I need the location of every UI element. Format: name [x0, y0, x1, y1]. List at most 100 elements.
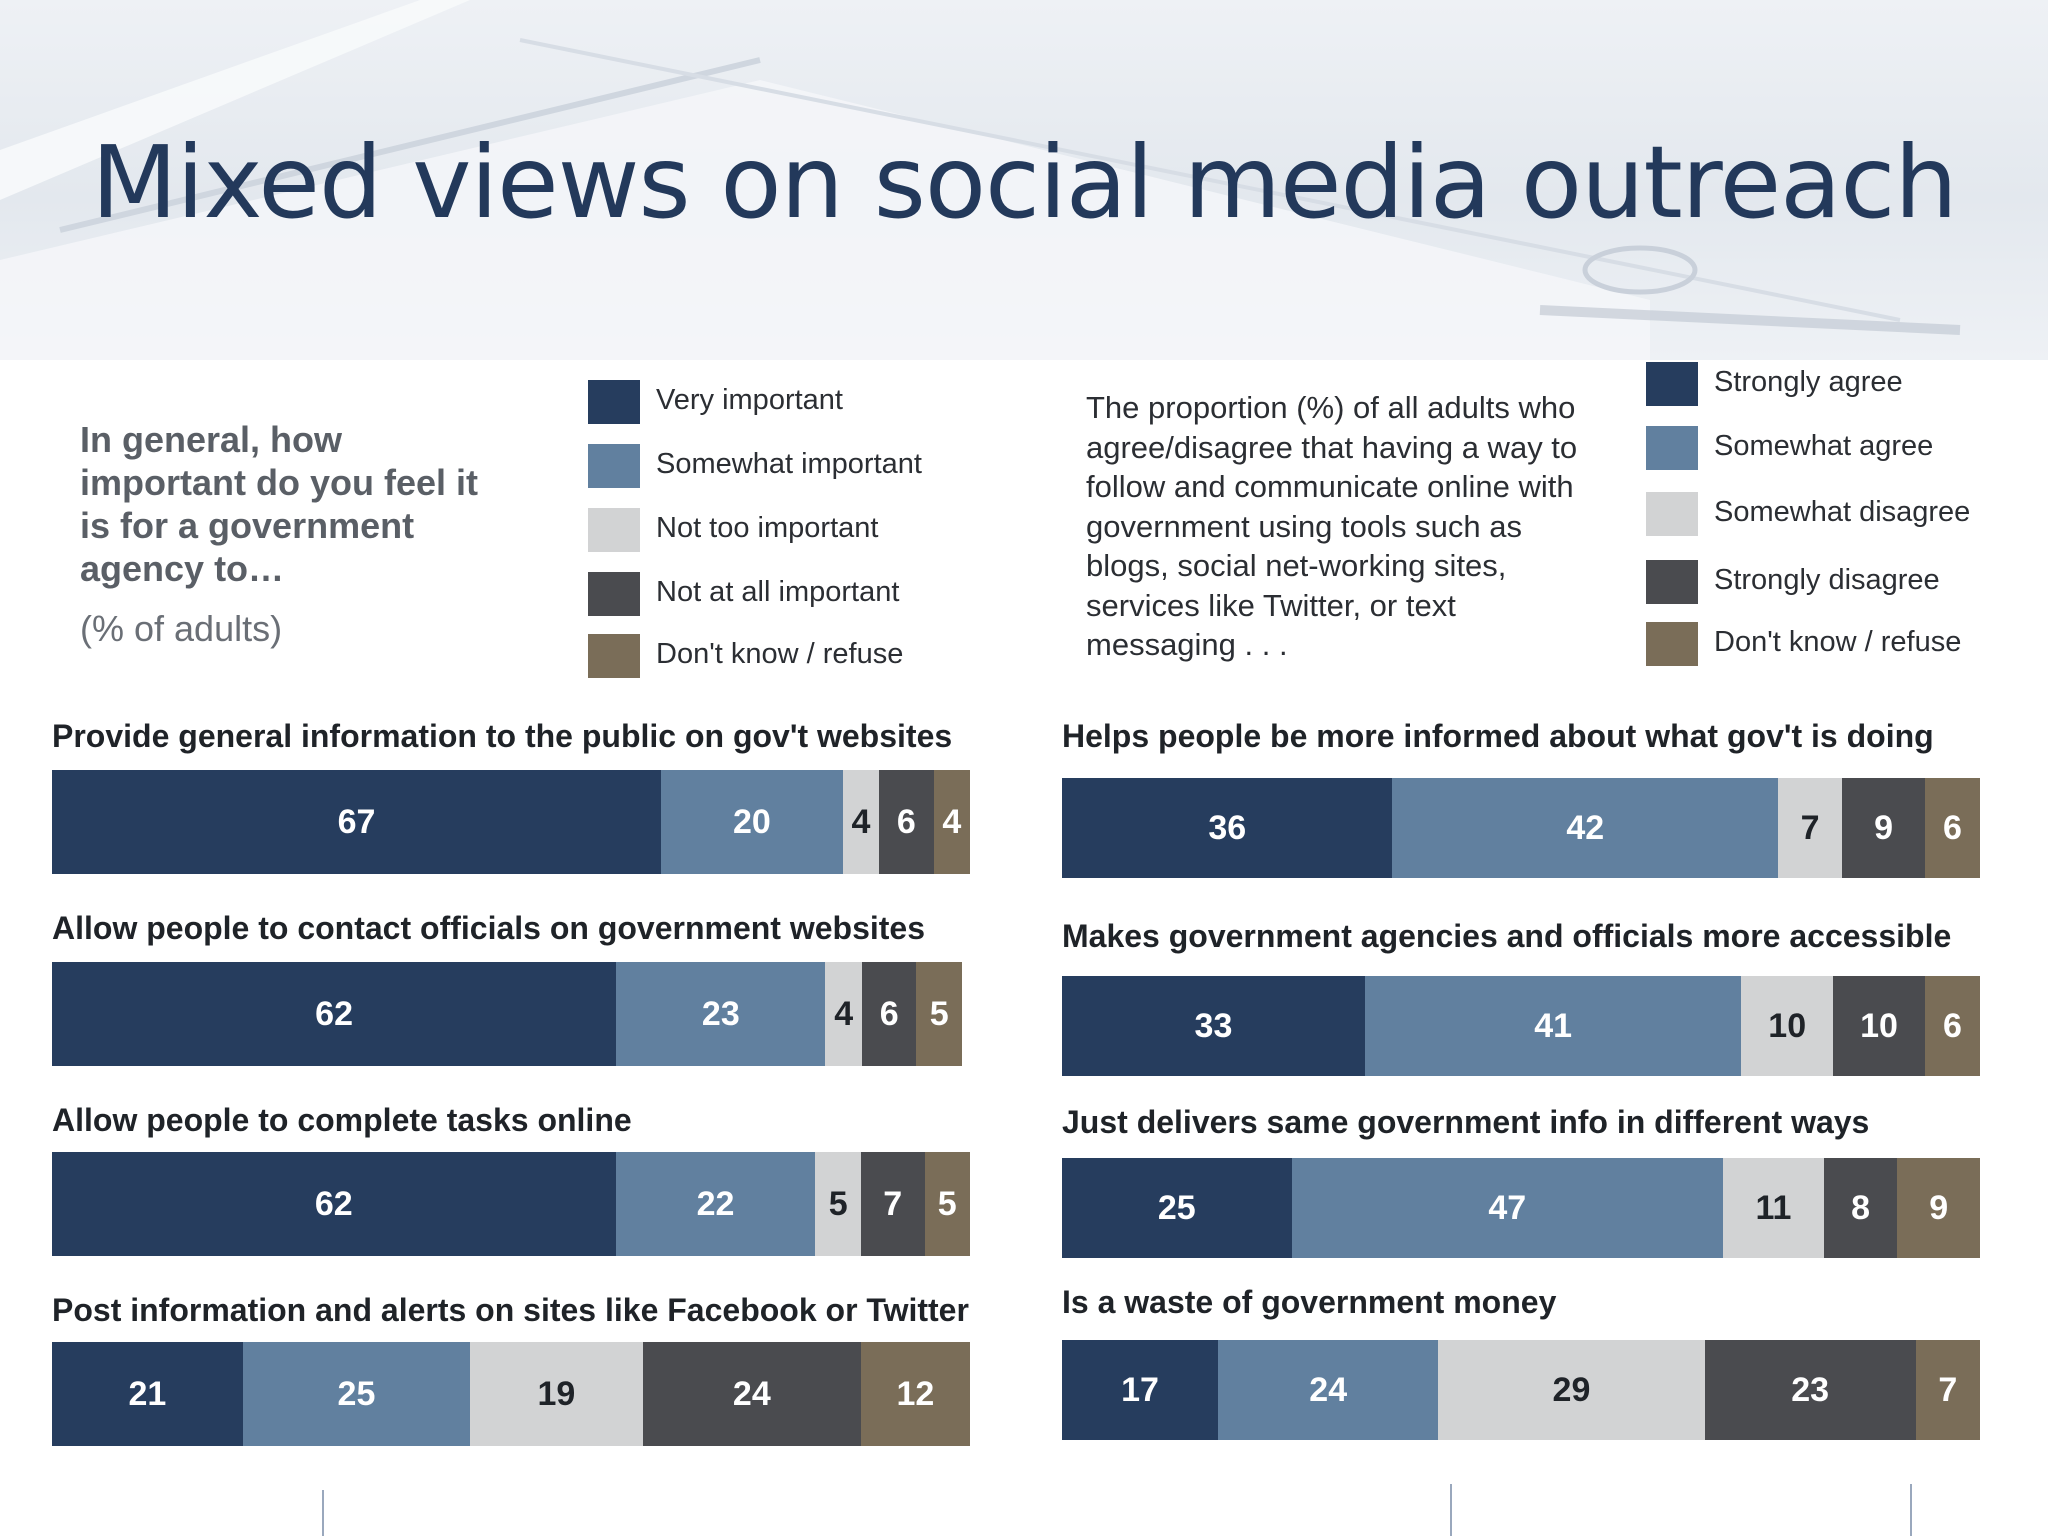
left-chart-panel: In general, how important do you feel it… — [0, 360, 1010, 1536]
bar-segment-strongly-disagree: 10 — [1833, 976, 1925, 1076]
bar-segment-strongly-agree: 36 — [1062, 778, 1393, 878]
stacked-bar: 17 24 29 23 7 — [1062, 1340, 1980, 1440]
bar-category-label: Allow people to contact officials on gov… — [52, 910, 926, 946]
bar-category-label: Allow people to complete tasks online — [52, 1102, 632, 1138]
axis-tick — [1450, 1484, 1452, 1536]
bar-segment-somewhat-disagree: 29 — [1438, 1340, 1705, 1440]
bar-segment-not-too-important: 4 — [842, 770, 880, 874]
legend-label: Don't know / refuse — [1714, 626, 1962, 658]
bar-segment-don-t-know-refuse: 5 — [916, 962, 962, 1066]
bar-value-label: 6 — [1942, 808, 1962, 847]
bar-value-label: 5 — [929, 994, 949, 1033]
legend-label: Somewhat disagree — [1714, 496, 1971, 528]
bar-segment-don-t-know-refuse: 6 — [1924, 778, 1980, 878]
bar-value-label: 10 — [1768, 1006, 1807, 1045]
bar-value-label: 7 — [1800, 808, 1820, 847]
bar-segment-don-t-know-refuse: 4 — [933, 770, 970, 874]
legend-swatch — [1646, 560, 1698, 604]
bar-value-label: 24 — [1309, 1370, 1348, 1409]
legend-label: Somewhat agree — [1714, 430, 1934, 462]
bar-value-label: 22 — [696, 1184, 735, 1223]
bar-segment-not-too-important: 4 — [825, 962, 862, 1066]
left-question: In general, how important do you feel it… — [80, 419, 479, 589]
bar-value-label: 6 — [879, 994, 899, 1033]
right-chart-panel: The proportion (%) of all adults who agr… — [1030, 360, 2048, 1536]
bar-segment-strongly-agree: 33 — [1062, 976, 1365, 1076]
bar-value-label: 5 — [937, 1184, 957, 1223]
bar-segment-strongly-agree: 17 — [1062, 1340, 1219, 1440]
bar-segment-not-at-all-important: 6 — [861, 962, 917, 1066]
legend-swatch — [588, 444, 640, 488]
bar-value-label: 17 — [1121, 1370, 1159, 1409]
legend-label: Very important — [656, 384, 843, 416]
bar-segment-somewhat-agree: 41 — [1364, 976, 1742, 1076]
bar-value-label: 9 — [1929, 1188, 1949, 1227]
bar-value-label: 10 — [1860, 1006, 1898, 1045]
bar-value-label: 47 — [1488, 1188, 1527, 1227]
bar-value-label: 62 — [315, 994, 353, 1033]
bar-segment-somewhat-agree: 42 — [1392, 778, 1779, 878]
bar-segment-very-important: 62 — [52, 962, 617, 1066]
bar-value-label: 62 — [314, 1184, 353, 1223]
bar-segment-somewhat-important: 23 — [616, 962, 826, 1066]
bar-segment-not-at-all-important: 6 — [879, 770, 934, 874]
bar-value-label: 20 — [732, 802, 771, 841]
stacked-bar: 36 42 7 9 6 — [1062, 778, 1980, 878]
stacked-bar: 67 20 4 6 4 — [52, 770, 970, 874]
bar-value-label: 6 — [1942, 1006, 1962, 1045]
legend-swatch — [1646, 492, 1698, 536]
bar-value-label: 42 — [1566, 808, 1605, 847]
bar-segment-somewhat-important: 25 — [242, 1342, 471, 1446]
bar-category-label: Provide general information to the publi… — [52, 718, 953, 754]
bar-segment-don-t-know-refuse: 12 — [860, 1342, 970, 1446]
bar-segment-strongly-disagree: 8 — [1823, 1158, 1898, 1258]
stacked-bar: 25 47 11 8 9 — [1062, 1158, 1980, 1258]
bar-segment-somewhat-important: 20 — [660, 770, 843, 874]
bar-value-label: 33 — [1194, 1006, 1233, 1045]
bar-value-label: 21 — [128, 1374, 167, 1413]
bar-value-label: 4 — [834, 994, 854, 1033]
bar-segment-strongly-disagree: 23 — [1704, 1340, 1916, 1440]
legend-label: Not too important — [656, 512, 879, 544]
bar-value-label: 23 — [1791, 1370, 1830, 1409]
legend-swatch — [588, 380, 640, 424]
bar-segment-don-t-know-refuse: 7 — [1915, 1340, 1980, 1440]
right-question: The proportion (%) of all adults who agr… — [1086, 390, 1578, 662]
bar-value-label: 41 — [1534, 1006, 1573, 1045]
bar-segment-somewhat-disagree: 10 — [1741, 976, 1834, 1076]
bar-value-label: 29 — [1552, 1370, 1591, 1409]
left-subtitle: (% of adults) — [80, 608, 283, 649]
bar-value-label: 36 — [1208, 808, 1247, 847]
title-banner — [0, 0, 2048, 360]
legend-label: Strongly agree — [1714, 366, 1903, 398]
slide-title: Mixed views on social media outreach — [91, 124, 1957, 241]
bar-segment-somewhat-agree: 47 — [1291, 1158, 1723, 1258]
legend-swatch — [588, 634, 640, 678]
bar-segment-not-at-all-important: 7 — [860, 1152, 925, 1256]
legend-label: Somewhat important — [656, 448, 922, 480]
bar-value-label: 23 — [701, 994, 740, 1033]
bar-category-label: Is a waste of government money — [1062, 1284, 1557, 1320]
bar-value-label: 67 — [337, 802, 376, 841]
bar-segment-very-important: 67 — [52, 770, 661, 874]
legend-swatch — [588, 572, 640, 616]
bar-category-label: Just delivers same government info in di… — [1062, 1104, 1870, 1140]
bar-value-label: 19 — [537, 1374, 576, 1413]
bar-value-label: 11 — [1755, 1188, 1792, 1227]
bar-value-label: 7 — [883, 1184, 903, 1223]
legend-label: Don't know / refuse — [656, 638, 904, 670]
legend-label: Not at all important — [656, 576, 900, 608]
bar-segment-very-important: 21 — [52, 1342, 243, 1446]
bar-value-label: 9 — [1874, 808, 1894, 847]
bar-value-label: 4 — [942, 802, 962, 841]
bar-value-label: 25 — [1157, 1188, 1196, 1227]
bar-segment-strongly-agree: 25 — [1062, 1158, 1292, 1258]
bar-segment-somewhat-agree: 24 — [1218, 1340, 1439, 1440]
bar-value-label: 5 — [828, 1184, 848, 1223]
stacked-bar: 33 41 10 10 6 — [1062, 976, 1980, 1076]
bar-category-label: Makes government agencies and officials … — [1062, 918, 1952, 954]
stacked-bar: 21 25 19 24 12 — [52, 1342, 970, 1446]
bar-value-label: 25 — [337, 1374, 376, 1413]
stacked-bar: 62 22 5 7 5 — [52, 1152, 970, 1256]
bar-segment-don-t-know-refuse: 5 — [924, 1152, 970, 1256]
